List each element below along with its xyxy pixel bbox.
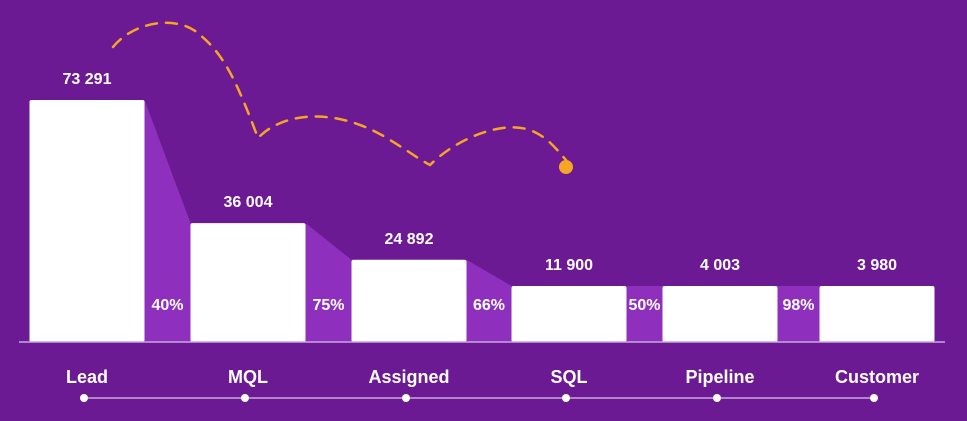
- category-label-lead: Lead: [66, 367, 108, 387]
- conversion-label-assigned-sql: 66%: [473, 297, 505, 314]
- value-label-customer: 3 980: [857, 257, 897, 274]
- bar-lead: [29, 100, 145, 342]
- category-label-sql: SQL: [550, 367, 587, 387]
- timeline-dot-sql: [562, 394, 570, 402]
- timeline-dots: [80, 394, 878, 402]
- value-label-sql: 11 900: [545, 257, 593, 274]
- decorative-dashed-arrow: [111, 21, 568, 167]
- timeline-dot-pipeline: [713, 394, 721, 402]
- conversion-label-lead-mql: 40%: [151, 297, 183, 314]
- timeline-dot-customer: [870, 394, 878, 402]
- connector-lead-mql: [144, 100, 191, 342]
- value-label-assigned: 24 892: [385, 231, 434, 248]
- conversion-connectors: [144, 100, 820, 342]
- value-label-pipeline: 4 003: [700, 257, 740, 274]
- category-label-customer: Customer: [835, 367, 919, 387]
- conversion-label-pipeline-customer: 98%: [782, 297, 814, 314]
- connector-mql-assigned: [305, 223, 352, 342]
- value-label-lead: 73 291: [63, 71, 112, 88]
- decorative-dot: [559, 160, 573, 174]
- category-label-assigned: Assigned: [368, 367, 449, 387]
- timeline-dot-lead: [80, 394, 88, 402]
- connector-assigned-sql: [466, 259, 512, 342]
- conversion-label-sql-pipeline: 50%: [628, 297, 660, 314]
- bar-customer: [819, 286, 935, 342]
- value-label-mql: 36 004: [224, 194, 273, 211]
- timeline-dot-assigned: [402, 394, 410, 402]
- conversion-label-mql-assigned: 75%: [312, 297, 344, 314]
- connector-sql-pipeline: [626, 286, 663, 342]
- category-label-pipeline: Pipeline: [685, 367, 754, 387]
- bar-assigned: [351, 259, 467, 342]
- bar-pipeline: [662, 286, 778, 342]
- labels-group: 40% 75% 66% 50% 98% 73 291 Lead 36 004 MQL 24 892…: [63, 71, 919, 387]
- timeline-dot-mql: [241, 394, 249, 402]
- bar-mql: [190, 223, 306, 342]
- bar-sql: [511, 286, 627, 342]
- bars-group: [29, 100, 935, 342]
- connector-pipeline-customer: [777, 286, 820, 342]
- category-label-mql: MQL: [228, 367, 268, 387]
